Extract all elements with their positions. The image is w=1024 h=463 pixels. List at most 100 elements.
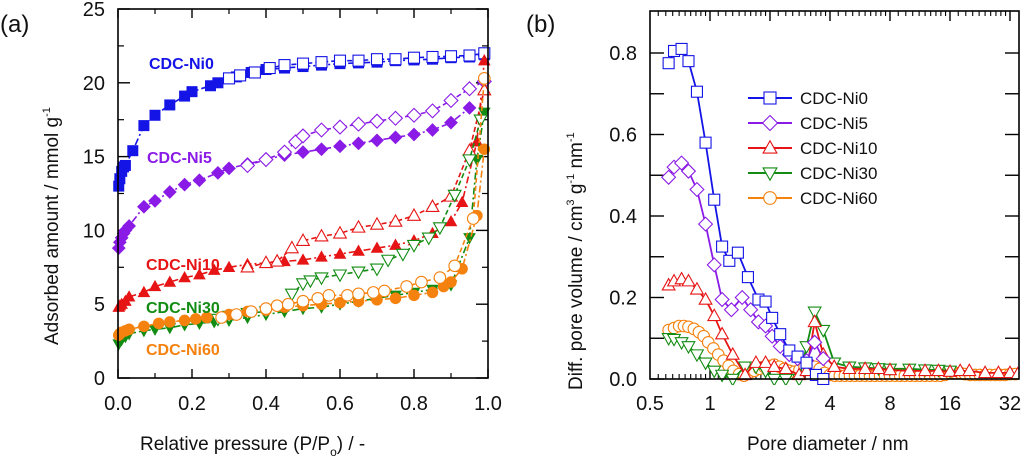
- desorption-point: [314, 272, 329, 286]
- desorption-point: [366, 286, 380, 299]
- legend-item-cdc-ni60: CDC-Ni60: [748, 189, 877, 208]
- data-point: [706, 257, 722, 273]
- panel-a-label: (a): [0, 11, 29, 38]
- data-point: [681, 341, 696, 355]
- data-point: [660, 169, 677, 185]
- desorption-point: [322, 289, 336, 302]
- panel-a-adsorption-isotherms: (a) 0.0 0.2 0.4 0.6 0.8 1.0 0 5 10 15 20 25 Relati…: [0, 0, 502, 459]
- desorption-point: [352, 54, 365, 67]
- series-tag-cdc-ni10: CDC-Ni10: [146, 257, 220, 274]
- adsorption-point: [222, 161, 236, 176]
- desorption-point: [426, 50, 439, 64]
- adsorption-point: [296, 145, 310, 160]
- desorption-point: [296, 57, 310, 70]
- data-point: [689, 281, 705, 295]
- desorption-point: [295, 233, 311, 246]
- desorption-point: [284, 240, 300, 254]
- desorption-point: [258, 255, 274, 269]
- desorption-point: [333, 54, 347, 67]
- panel-b-y-axis-title: Diff. pore volume / cm3 g-1 nm-1: [565, 132, 587, 390]
- adsorption-point: [164, 99, 176, 111]
- adsorption-point: [119, 159, 131, 171]
- adsorption-point: [426, 286, 439, 299]
- data-point: [871, 361, 886, 375]
- adsorption-point: [138, 120, 150, 132]
- x-tick-label: 0.5: [636, 393, 664, 415]
- adsorption-point: [164, 316, 176, 328]
- adsorption-point: [389, 292, 402, 305]
- desorption-point: [369, 263, 385, 277]
- series-cdc-ni10: [112, 54, 492, 312]
- data-point: [791, 350, 804, 363]
- x-tick-label: 32: [999, 393, 1021, 415]
- adsorption-point: [444, 115, 458, 130]
- desorption-point: [380, 254, 396, 268]
- desorption-point: [269, 253, 285, 267]
- desorption-point: [352, 287, 365, 301]
- adsorption-point: [186, 86, 198, 98]
- desorption-point: [407, 51, 421, 64]
- desorption-point: [351, 266, 366, 280]
- adsorption-point: [408, 289, 420, 302]
- data-point: [714, 326, 730, 340]
- adsorption-point: [122, 219, 136, 233]
- adsorption-point: [205, 80, 216, 92]
- legend-label: CDC-Ni0: [800, 89, 868, 108]
- adsorption-point: [178, 314, 191, 327]
- data-point: [774, 328, 787, 341]
- x-tick-label: 16: [939, 393, 961, 415]
- data-point: [952, 363, 968, 377]
- desorption-point: [350, 116, 367, 132]
- adsorption-point: [122, 290, 136, 302]
- data-point: [759, 295, 772, 308]
- y-tick-label: 15: [83, 147, 105, 169]
- panel-a-plot-area: [111, 47, 492, 351]
- data-point: [807, 306, 822, 320]
- x-tick-label: 0.2: [178, 393, 206, 415]
- adsorption-point: [123, 323, 135, 336]
- desorption-point: [447, 189, 462, 203]
- adsorption-point: [177, 177, 192, 192]
- x-tick-label: 0.4: [252, 393, 280, 415]
- data-point: [766, 359, 782, 373]
- desorption-point: [314, 228, 329, 242]
- data-point: [783, 344, 796, 357]
- desorption-point: [463, 49, 476, 62]
- data-point: [815, 324, 831, 338]
- data-point: [699, 136, 712, 149]
- panel-a-y-axis-title: Adsorbed amount / mmol g-1: [41, 107, 63, 345]
- legend-marker: [762, 167, 778, 182]
- data-point: [826, 359, 842, 373]
- y-tick-label: 20: [83, 73, 105, 95]
- adsorption-point: [388, 130, 403, 145]
- data-point: [758, 354, 773, 368]
- data-point: [662, 57, 675, 70]
- data-point: [778, 373, 794, 385]
- data-point: [698, 291, 713, 305]
- data-point: [673, 155, 690, 171]
- data-point: [962, 363, 977, 377]
- y-tick-label: 0.4: [609, 206, 637, 228]
- data-point: [799, 363, 814, 377]
- desorption-point: [395, 248, 411, 262]
- adsorption-point: [201, 311, 213, 324]
- desorption-point: [313, 122, 330, 138]
- adsorption-point: [370, 133, 384, 148]
- adsorption-point: [137, 285, 151, 298]
- desorption-point: [311, 291, 325, 305]
- adsorption-point: [211, 165, 225, 180]
- desorption-point: [477, 72, 491, 85]
- legend-item-cdc-ni0: CDC-Ni0: [748, 89, 868, 108]
- data-point: [857, 361, 873, 375]
- data-point: [731, 246, 744, 259]
- series-tag-cdc-ni30: CDC-Ni30: [146, 300, 220, 317]
- y-tick-label: 0.6: [609, 125, 637, 147]
- data-point: [681, 273, 696, 287]
- desorption-point: [259, 302, 273, 315]
- adsorption-point: [189, 313, 202, 325]
- adsorption-point: [296, 253, 310, 265]
- y-tick-label: 0.0: [609, 369, 637, 391]
- y-tick-label: 0: [94, 368, 105, 390]
- desorption-point: [400, 280, 413, 293]
- adsorption-point: [370, 241, 384, 253]
